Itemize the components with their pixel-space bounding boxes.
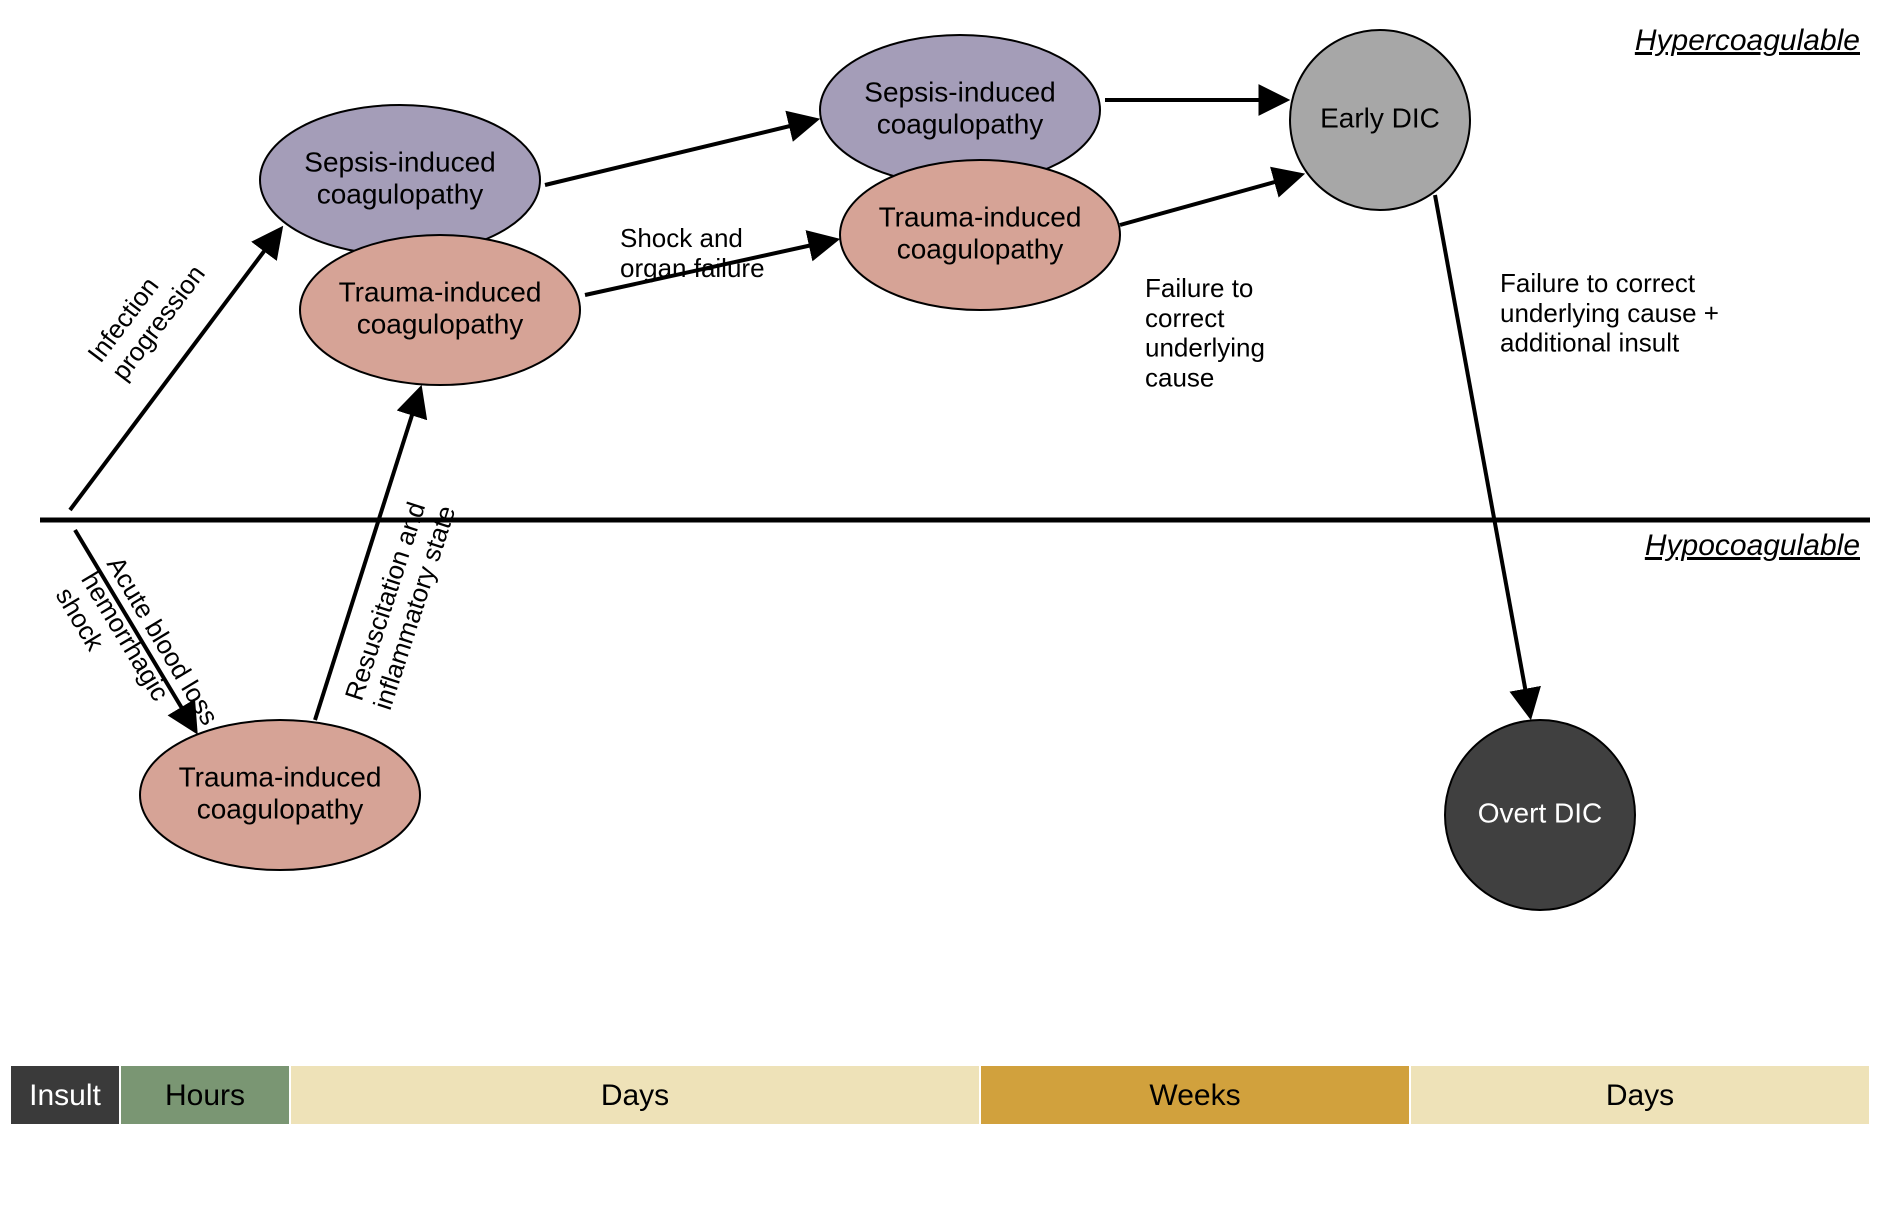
node-overt_dic-label-0: Overt DIC — [1478, 797, 1602, 828]
node-sepsis1-label-1: coagulopathy — [317, 178, 484, 209]
timeline-label-days1: Days — [601, 1079, 669, 1112]
svg-text:cause: cause — [1145, 363, 1214, 393]
node-sepsis1-label-0: Sepsis-induced — [304, 146, 495, 177]
node-overt_dic: Overt DIC — [1445, 720, 1635, 910]
node-sepsis2-label-1: coagulopathy — [877, 108, 1044, 139]
edge-label-e_blood_loss: Acute blood losshemorrhagicshock — [50, 551, 225, 761]
timeline-label-insult: Insult — [29, 1079, 101, 1112]
node-trauma_hypo: Trauma-inducedcoagulopathy — [140, 720, 420, 870]
edge-e_fail2 — [1120, 175, 1300, 225]
svg-text:Failure to correct: Failure to correct — [1500, 268, 1696, 298]
timeline-label-weeks: Weeks — [1149, 1079, 1240, 1112]
timeline-label-days2: Days — [1606, 1079, 1674, 1112]
timeline: Insult Hours Days Weeks Days — [10, 1065, 1870, 1125]
node-trauma1_hyper: Trauma-inducedcoagulopathy — [300, 235, 580, 385]
node-trauma1_hyper-label-0: Trauma-induced — [339, 276, 542, 307]
node-trauma_hypo-label-0: Trauma-induced — [179, 761, 382, 792]
hypo-region-label: Hypocoagulable — [1645, 529, 1860, 562]
node-trauma2-label-0: Trauma-induced — [879, 201, 1082, 232]
edge-e_shock1 — [545, 120, 815, 185]
edge-label-e_fail1: Failure tocorrectunderlyingcause — [1145, 273, 1265, 393]
timeline-label-hours: Hours — [165, 1079, 245, 1112]
svg-text:Failure to: Failure to — [1145, 273, 1253, 303]
node-trauma2-label-1: coagulopathy — [897, 233, 1064, 264]
hyper-region-label: Hypercoagulable — [1635, 24, 1860, 57]
svg-text:correct: correct — [1145, 303, 1225, 333]
svg-text:underlying cause +: underlying cause + — [1500, 298, 1719, 328]
svg-text:additional insult: additional insult — [1500, 328, 1680, 358]
node-early_dic: Early DIC — [1290, 30, 1470, 210]
svg-text:underlying: underlying — [1145, 333, 1265, 363]
node-sepsis2-label-0: Sepsis-induced — [864, 76, 1055, 107]
svg-text:organ failure: organ failure — [620, 253, 765, 283]
edge-label-e_resus: Resuscitation andinflammatory state — [339, 493, 462, 714]
edge-label-e_infection: Infectionprogression — [81, 241, 211, 386]
edge-label-e_overt: Failure to correctunderlying cause +addi… — [1500, 268, 1719, 358]
node-trauma_hypo-label-1: coagulopathy — [197, 793, 364, 824]
node-trauma2: Trauma-inducedcoagulopathy — [840, 160, 1120, 310]
edge-e_infection — [70, 230, 280, 510]
node-sepsis1: Sepsis-inducedcoagulopathy — [260, 105, 540, 255]
node-trauma1_hyper-label-1: coagulopathy — [357, 308, 524, 339]
svg-text:Shock and: Shock and — [620, 223, 743, 253]
edge-label-e_shock1: Shock andorgan failure — [620, 223, 765, 283]
node-early_dic-label-0: Early DIC — [1320, 102, 1440, 133]
